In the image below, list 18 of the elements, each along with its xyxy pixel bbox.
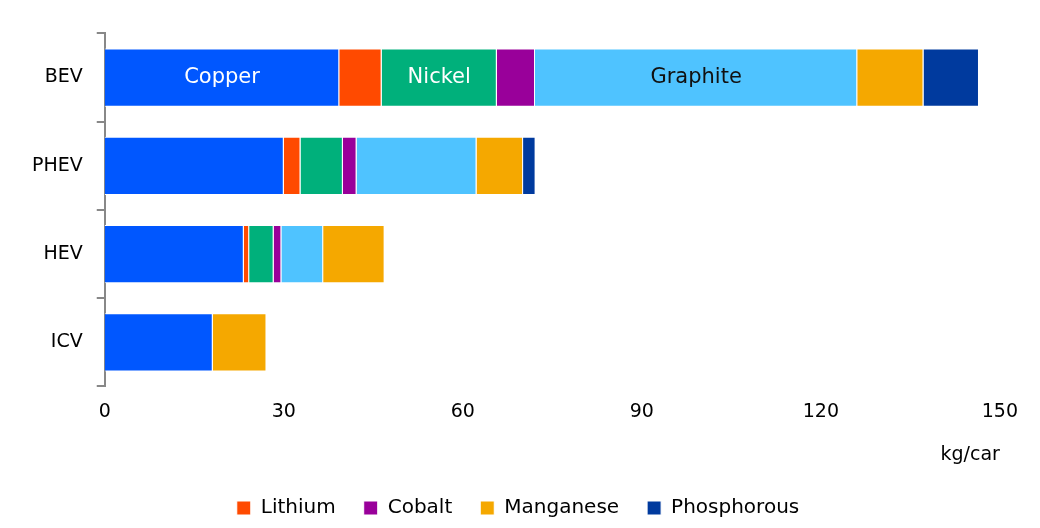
x-tick-label: 120 [802, 398, 839, 421]
x-tick-label: 150 [981, 398, 1018, 421]
y-tick-label: PHEV [32, 152, 83, 175]
x-tick-label: 30 [271, 398, 296, 421]
y-tick-label: ICV [50, 329, 83, 352]
series-label: Graphite [650, 63, 742, 88]
series-label: Nickel [407, 63, 471, 88]
legend-label: Lithium [260, 494, 336, 519]
series-label: Copper [184, 63, 261, 88]
x-axis-title: kg/car [940, 441, 1001, 464]
legend-label: Cobalt [387, 494, 453, 519]
x-tick-label: 60 [450, 398, 475, 421]
x-tick-label: 90 [629, 398, 654, 421]
legend-label: Manganese [504, 494, 620, 519]
x-tick-label: 0 [98, 398, 111, 421]
legend-label: Phosphorous [671, 494, 800, 519]
y-tick-label: BEV [44, 64, 83, 87]
y-tick-label: HEV [43, 240, 83, 263]
